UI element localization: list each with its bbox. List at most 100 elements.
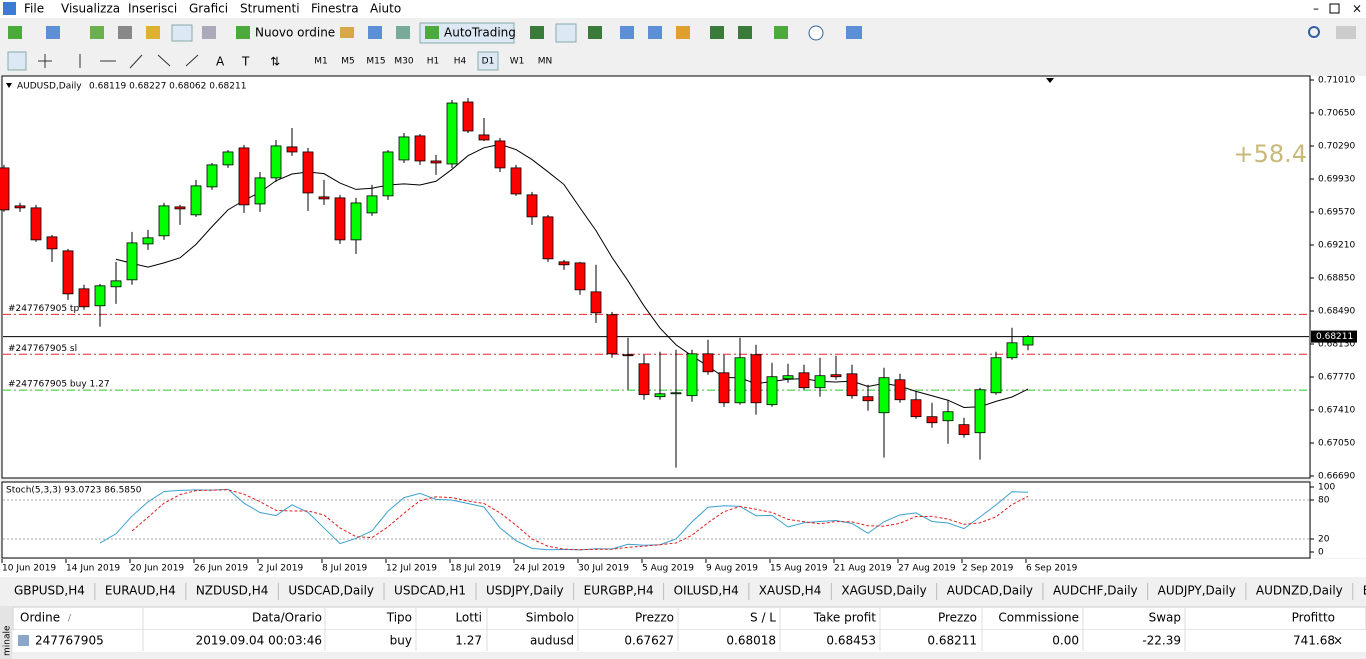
chart-tab-label[interactable]: GBPUSD,H4 <box>14 584 85 598</box>
timeframe-button[interactable]: H4 <box>454 57 467 67</box>
tool-icon[interactable] <box>710 26 724 39</box>
tool-icon[interactable] <box>588 26 602 39</box>
timeframe-button[interactable]: M5 <box>341 57 355 67</box>
chart-tab-label[interactable]: NZDUSD,H4 <box>196 584 269 598</box>
zoom-in[interactable] <box>620 26 634 39</box>
tool-icon[interactable] <box>846 26 862 39</box>
table-cell: 0.68453 <box>826 634 876 648</box>
timeframe-button[interactable]: MN <box>538 57 553 67</box>
close-order[interactable]: × <box>1333 634 1343 648</box>
candle-body <box>110 280 122 288</box>
cursor-tool[interactable] <box>7 51 27 71</box>
tool-icon[interactable] <box>340 27 354 38</box>
chart-tab-label[interactable]: USDJPY,Daily <box>486 584 564 598</box>
chart-tab-label[interactable]: USDCAD,Daily <box>288 584 374 598</box>
minimize-button[interactable]: – <box>1313 2 1319 16</box>
tool-icon[interactable] <box>738 26 752 39</box>
tool-icon[interactable] <box>118 26 132 39</box>
arrows-tool[interactable]: ⇅ <box>270 55 280 69</box>
candle-body <box>558 261 570 266</box>
candle-body <box>350 202 362 241</box>
new-order-label[interactable]: Nuovo ordine <box>255 26 335 40</box>
tool-icon[interactable] <box>46 26 60 39</box>
tool-icon[interactable] <box>90 26 104 39</box>
tool-icon[interactable] <box>146 26 160 39</box>
column-header[interactable]: Lotti <box>455 611 482 625</box>
column-header[interactable]: Profitto <box>1292 611 1335 625</box>
column-header[interactable]: Simbolo <box>526 611 574 625</box>
trade-level-label: #247767905 tp <box>8 304 79 314</box>
tool-icon[interactable] <box>530 26 544 39</box>
menu-item[interactable]: Grafici <box>189 2 228 16</box>
new-order-icon[interactable] <box>236 26 250 39</box>
x-tick-label: 26 Jun 2019 <box>194 564 248 574</box>
candle-body <box>94 285 106 307</box>
tool-icon[interactable] <box>171 24 193 42</box>
timeframe-button[interactable]: D1 <box>482 57 495 67</box>
candle-body <box>254 177 266 205</box>
tool-icon[interactable] <box>808 25 824 41</box>
candle-body <box>78 288 90 308</box>
chart-tab-label[interactable]: XAGUSD,Daily <box>841 584 926 598</box>
column-header[interactable]: Take profit <box>813 611 877 625</box>
menu-item[interactable]: Aiuto <box>370 2 401 16</box>
fibo-tool[interactable] <box>185 54 199 67</box>
zoom-out[interactable] <box>648 26 662 39</box>
indicator-tick-label: 100 <box>1318 483 1335 493</box>
chart-tab-label[interactable]: OILUSD,H4 <box>674 584 739 598</box>
tool-icon[interactable] <box>202 26 216 39</box>
column-header[interactable]: Ordine <box>20 611 60 625</box>
timeframe-button[interactable]: W1 <box>510 57 525 67</box>
column-header[interactable]: S / L <box>750 611 776 625</box>
trendline-tool[interactable] <box>129 54 143 69</box>
text-tool[interactable]: A <box>216 55 225 69</box>
column-header[interactable]: Prezzo <box>938 611 977 625</box>
chart-tab-label[interactable]: USDCAD,H1 <box>394 584 466 598</box>
timeframe-button[interactable]: H1 <box>427 57 440 67</box>
column-header[interactable]: Prezzo <box>635 611 674 625</box>
menu-item[interactable]: Finestra <box>311 2 359 16</box>
candle-body <box>542 216 554 260</box>
menu-item[interactable]: Inserisci <box>128 2 177 16</box>
tool-icon[interactable] <box>396 26 410 39</box>
channel-tool[interactable] <box>157 54 171 67</box>
x-tick-label: 15 Aug 2019 <box>770 564 828 574</box>
chart-tab-label[interactable]: AUDNZD,Daily <box>1256 584 1343 598</box>
column-header[interactable]: Data/Orario <box>252 611 322 625</box>
menu-item[interactable]: Strumenti <box>240 2 300 16</box>
chart-tab-label[interactable]: XAUSD,H4 <box>759 584 822 598</box>
y-tick-label: 0.68130 <box>1318 340 1355 350</box>
timeframe-button[interactable]: M30 <box>394 57 413 67</box>
close-button[interactable]: × <box>1352 2 1362 16</box>
chart-tab-label[interactable]: EURCAD <box>1363 584 1366 598</box>
tool-icon[interactable] <box>774 26 788 39</box>
column-header[interactable]: Commissione <box>998 611 1079 625</box>
column-header[interactable]: Tipo <box>386 611 412 625</box>
chat-icon[interactable] <box>1336 26 1356 39</box>
menu-item[interactable]: Visualizza <box>61 2 120 16</box>
column-header[interactable]: Swap <box>1149 611 1181 625</box>
tool-icon[interactable] <box>555 23 577 43</box>
tool-icon[interactable] <box>8 26 22 39</box>
candle-body <box>174 206 186 210</box>
chart-tab-label[interactable]: AUDCHF,Daily <box>1053 584 1138 598</box>
chart-tab-label[interactable]: AUDJPY,Daily <box>1158 584 1236 598</box>
chart-tab-label[interactable]: AUDCAD,Daily <box>947 584 1033 598</box>
label-tool[interactable]: T <box>241 55 250 69</box>
search-icon[interactable] <box>1308 26 1320 38</box>
y-tick-label: 0.67050 <box>1318 439 1355 449</box>
timeframe-button[interactable]: M1 <box>314 57 328 67</box>
chart-tab-label[interactable]: EURGBP,H4 <box>584 584 654 598</box>
menu-item[interactable]: File <box>24 2 44 16</box>
restore-button[interactable] <box>1329 3 1340 14</box>
timeframe-button[interactable]: M15 <box>366 57 385 67</box>
tab-bar <box>0 580 1366 602</box>
chart-tab-label[interactable]: EURAUD,H4 <box>105 584 176 598</box>
tool-icon[interactable] <box>368 26 382 39</box>
autotrading-icon <box>425 26 439 39</box>
tool-icon[interactable] <box>676 26 690 39</box>
x-tick-label: 18 Jul 2019 <box>450 564 501 574</box>
autotrading-button[interactable] <box>419 22 515 44</box>
autotrading-label[interactable]: AutoTrading <box>444 26 516 40</box>
